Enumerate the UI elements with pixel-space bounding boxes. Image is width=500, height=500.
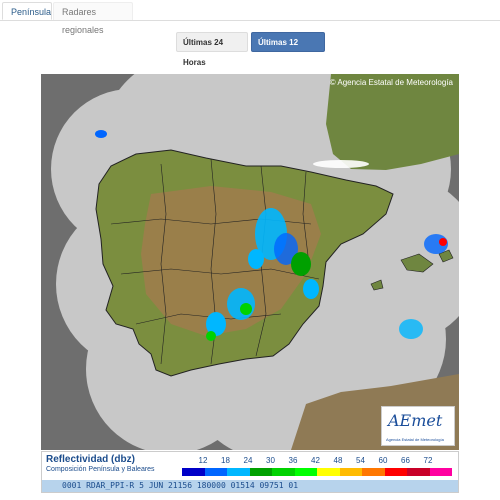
last-12-hours-button[interactable]: Últimas 12 Horas [251, 32, 325, 67]
legend-value-label: 36 [288, 456, 298, 465]
legend-color-swatch [249, 468, 272, 476]
legend-color-swatch [272, 468, 295, 476]
legend-value-label: 42 [311, 456, 320, 465]
legend-color-swatch [294, 468, 317, 476]
aemet-logo-text: AEmet [388, 411, 443, 430]
legend-value-label: 24 [243, 456, 253, 465]
ibiza-island [370, 279, 384, 291]
radar-product-code: 0001 RDAR_PPI-R 5 JUN 21156 180000 01514… [42, 480, 458, 492]
legend-value-label: 12 [198, 456, 208, 465]
tab-peninsula[interactable]: Península [2, 2, 52, 20]
legend-color-scale [182, 468, 452, 476]
legend-color-swatch [204, 468, 227, 476]
reflectivity-legend: Reflectividad (dbz) Composición Penínsul… [41, 451, 459, 493]
legend-title: Reflectividad (dbz) [46, 454, 135, 465]
legend-value-label: 66 [401, 456, 410, 465]
legend-value-label: 54 [356, 456, 365, 465]
menorca-island [438, 249, 454, 263]
legend-value-label: 48 [333, 456, 343, 465]
legend-value-label: 18 [221, 456, 230, 465]
legend-color-swatch [339, 468, 362, 476]
radar-map-graphic [51, 74, 459, 450]
mallorca-island [400, 253, 434, 273]
region-tabs: Península Radares regionales [0, 0, 500, 35]
legend-color-swatch [407, 468, 430, 476]
legend-values: 12 18 24 30 36 42 48 54 60 66 72 [182, 456, 452, 466]
aemet-logo-subtext: Agencia Estatal de Meteorología [386, 437, 444, 442]
map-copyright: © Agencia Estatal de Meteorología [329, 78, 453, 87]
legend-value-label: 72 [423, 456, 433, 465]
radar-echoes [95, 130, 448, 341]
legend-value-label: 30 [266, 456, 275, 465]
legend-color-swatch [384, 468, 407, 476]
radar-map[interactable]: © Agencia Estatal de Meteorología AEmet … [41, 74, 459, 450]
legend-color-swatch [317, 468, 340, 476]
last-24-hours-button[interactable]: Últimas 24 Horas [176, 32, 248, 67]
legend-color-swatch [227, 468, 250, 476]
legend-subtitle: Composición Península y Baleares [46, 466, 155, 473]
tab-radares-regionales[interactable]: Radares regionales [53, 2, 133, 35]
legend-color-swatch [182, 468, 205, 476]
legend-color-swatch [429, 468, 452, 476]
france-landmass [326, 74, 459, 170]
legend-value-label: 60 [378, 456, 388, 465]
aemet-logo: AEmet Agencia Estatal de Meteorología [381, 406, 455, 446]
legend-color-swatch [362, 468, 385, 476]
